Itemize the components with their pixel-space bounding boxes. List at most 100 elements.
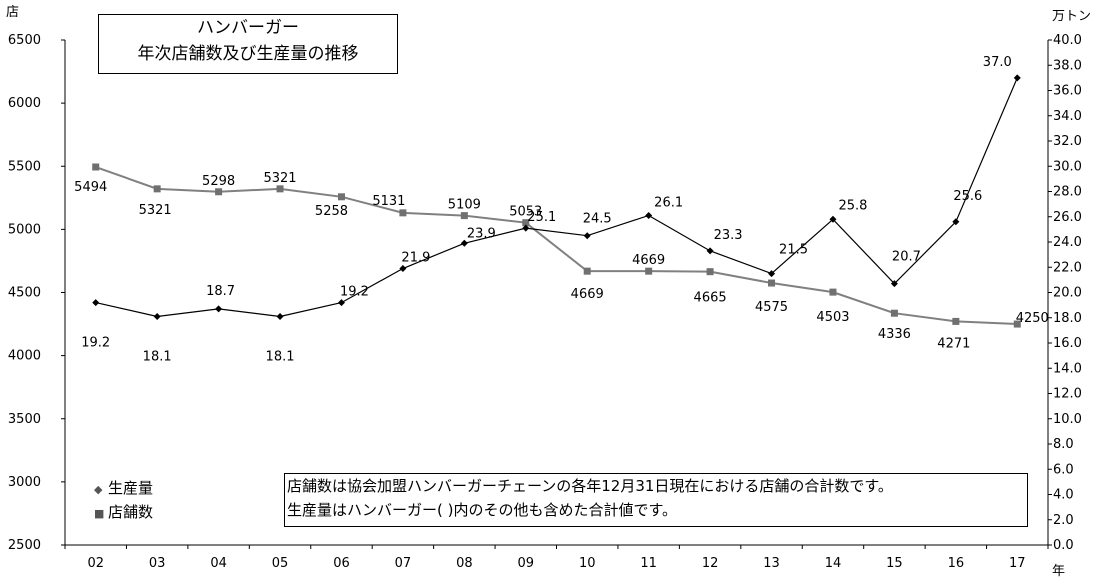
right-tick-label: 22.0 [1053,260,1082,275]
x-axis-unit: 年 [1052,564,1065,577]
production-data-label: 20.7 [892,250,921,265]
left-tick-label: 4000 [8,349,41,364]
store-data-label: 5258 [315,204,348,219]
right-tick-label: 38.0 [1053,58,1082,73]
right-tick-label: 16.0 [1053,336,1082,351]
store-data-label: 5109 [448,198,481,213]
store-data-label: 4336 [878,327,911,342]
right-tick-label: 8.0 [1053,437,1074,452]
store-data-label: 4250 [1016,311,1049,326]
legend-label-production: 生産量 [108,479,154,497]
right-tick-label: 34.0 [1053,109,1082,124]
x-tick-label: 06 [333,556,350,571]
store-data-label: 4669 [632,253,665,268]
store-data-label: 5053 [509,205,542,220]
store-data-label: 5321 [139,203,172,218]
x-tick-label: 02 [87,556,104,571]
store-point [829,288,837,296]
left-tick-label: 3000 [8,475,41,490]
left-tick-label: 4500 [8,286,41,301]
right-tick-label: 40.0 [1053,33,1082,48]
production-data-label: 25.1 [527,210,556,225]
production-point [215,305,223,313]
right-tick-label: 2.0 [1053,513,1074,528]
production-point [276,312,284,320]
production-point [153,312,161,320]
store-data-label: 4271 [937,336,970,351]
left-tick-label: 2500 [8,538,41,553]
store-data-label: 5494 [74,180,107,195]
x-tick-label: 17 [1009,556,1026,571]
right-tick-label: 14.0 [1053,361,1082,376]
right-tick-label: 32.0 [1053,134,1082,149]
production-data-label: 25.6 [953,189,982,204]
left-tick-label: 6000 [8,96,41,111]
production-data-label: 18.1 [266,349,295,364]
left-tick-label: 5000 [8,222,41,237]
production-data-label: 18.7 [206,284,235,299]
store-data-label: 5298 [202,174,235,189]
production-data-label: 23.9 [467,226,496,241]
right-tick-label: 30.0 [1053,159,1082,174]
right-tick-label: 24.0 [1053,235,1082,250]
store-data-label: 4669 [571,287,604,302]
store-point [215,188,223,196]
right-axis-unit: 万トン [1052,9,1091,24]
right-tick-label: 6.0 [1053,462,1074,477]
x-tick-label: 12 [702,556,719,571]
square-marker-icon: ■ [94,507,105,520]
store-data-label: 4575 [755,300,788,315]
right-tick-label: 26.0 [1053,210,1082,225]
store-point [1013,320,1021,328]
x-tick-label: 07 [395,556,412,571]
store-point [952,317,960,325]
x-tick-label: 04 [210,556,227,571]
production-point [399,265,407,273]
note-box: 店舗数は協会加盟ハンバーガーチェーンの各年12月31日現在における店舗の合計数で… [284,473,1028,527]
x-tick-label: 11 [640,556,657,571]
store-point [153,185,161,193]
production-data-label: 19.2 [81,336,110,351]
note-line-2: 生産量はハンバーガー( )内のその他も含めた合計値です。 [287,501,677,519]
chart-title-line-1: ハンバーガー [197,18,299,38]
chart-title-line-2: 年次店舗数及び生産量の推移 [137,44,359,64]
left-tick-label: 3500 [8,412,41,427]
production-point [645,211,653,219]
store-point [399,209,407,217]
x-tick-label: 10 [579,556,596,571]
left-axis-unit: 店 [6,5,19,20]
x-tick-label: 15 [886,556,903,571]
chart-title: ハンバーガー 年次店舗数及び生産量の推移 [98,14,398,74]
store-point [645,267,653,275]
production-data-label: 21.5 [779,243,808,258]
x-tick-label: 13 [763,556,780,571]
production-data-label: 26.1 [654,195,683,210]
store-point [276,185,284,193]
store-point [460,212,468,220]
production-point [522,224,530,232]
production-data-label: 19.2 [340,285,369,300]
x-tick-label: 09 [518,556,535,571]
production-data-label: 24.5 [583,212,612,227]
x-tick-label: 16 [948,556,965,571]
production-point [583,232,591,240]
production-point [337,299,345,307]
production-point [706,247,714,255]
store-point [768,279,776,287]
production-point [829,215,837,223]
production-data-label: 21.9 [401,251,430,266]
store-point [92,163,100,171]
production-data-label: 37.0 [983,55,1012,70]
diamond-marker-icon: ◆ [94,483,103,496]
store-point [890,309,898,317]
production-point [1013,74,1021,82]
legend-label-stores: 店舗数 [108,503,154,521]
left-tick-label: 6500 [8,33,41,48]
legend-item-stores: ■ 店舗数 [94,501,153,525]
right-tick-label: 18.0 [1053,311,1082,326]
production-point [952,218,960,226]
production-data-label: 23.3 [714,228,743,243]
note-line-1: 店舗数は協会加盟ハンバーガーチェーンの各年12月31日現在における店舗の合計数で… [287,477,893,495]
legend: ◆ 生産量 ■ 店舗数 [94,477,153,525]
